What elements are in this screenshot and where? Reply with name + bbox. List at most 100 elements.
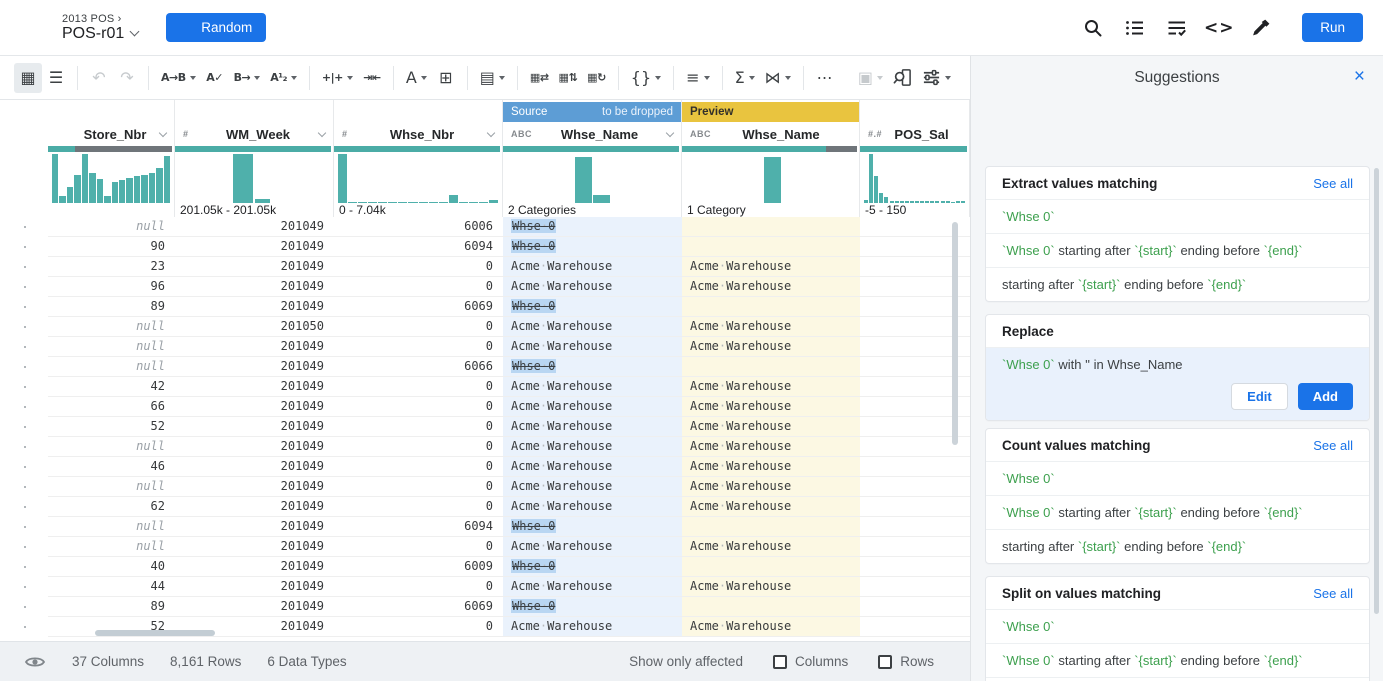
histogram-bar[interactable] bbox=[388, 202, 398, 203]
cell-preview[interactable]: Acme·Warehouse bbox=[682, 337, 860, 357]
histogram-bar[interactable] bbox=[398, 202, 408, 203]
data-quality-bar[interactable] bbox=[48, 146, 172, 152]
histogram-bar[interactable] bbox=[884, 197, 889, 203]
row-marker[interactable] bbox=[0, 317, 48, 337]
suggestion-item[interactable]: `Whse 0` starting after `{start}` ending… bbox=[986, 233, 1369, 267]
list-view-button[interactable]: ☰ bbox=[42, 63, 70, 93]
data-quality-bar[interactable] bbox=[334, 146, 500, 152]
data-quality-bar[interactable] bbox=[503, 146, 679, 152]
histogram-bar[interactable] bbox=[945, 200, 950, 203]
find-column-button[interactable] bbox=[888, 63, 917, 93]
cell-preview[interactable] bbox=[682, 217, 860, 237]
rows-checkbox[interactable] bbox=[878, 654, 893, 669]
histogram-bar[interactable] bbox=[418, 202, 428, 203]
cell-name[interactable]: Acme·Warehouse bbox=[503, 537, 682, 557]
column-histogram[interactable] bbox=[682, 152, 859, 203]
cell-week[interactable]: 201049 bbox=[175, 617, 334, 637]
row-marker[interactable] bbox=[0, 397, 48, 417]
cell-whse[interactable]: 6094 bbox=[334, 237, 503, 257]
row-marker[interactable] bbox=[0, 457, 48, 477]
merge-button[interactable]: ⇥⇤ bbox=[358, 63, 386, 93]
cell-week[interactable]: 201050 bbox=[175, 317, 334, 337]
cell-name[interactable]: Acme·Warehouse bbox=[503, 497, 682, 517]
column-histogram[interactable] bbox=[334, 152, 502, 203]
histogram-bar[interactable] bbox=[66, 186, 74, 203]
cell-name[interactable]: Acme·Warehouse bbox=[503, 397, 682, 417]
view-options-button[interactable] bbox=[917, 63, 956, 93]
rename-button[interactable]: A¹₂ bbox=[265, 63, 302, 93]
histogram-bar[interactable] bbox=[950, 201, 955, 203]
cell-week[interactable]: 201049 bbox=[175, 377, 334, 397]
transpose-button[interactable]: ▦↻ bbox=[582, 63, 611, 93]
cell-pos[interactable] bbox=[860, 417, 970, 437]
cell-whse[interactable]: 0 bbox=[334, 417, 503, 437]
cell-preview[interactable]: Acme·Warehouse bbox=[682, 277, 860, 297]
histogram-bar[interactable] bbox=[879, 193, 884, 203]
cell-whse[interactable]: 6069 bbox=[334, 597, 503, 617]
cell-pos[interactable] bbox=[860, 397, 970, 417]
histogram-bar[interactable] bbox=[133, 176, 141, 203]
cell-store[interactable]: 52 bbox=[48, 617, 175, 637]
cell-preview[interactable]: Acme·Warehouse bbox=[682, 417, 860, 437]
code-view-icon[interactable]: <> bbox=[1203, 17, 1235, 38]
histogram-bar[interactable] bbox=[254, 198, 270, 203]
suggestion-item[interactable]: `Whse 0` starting after `{start}` ending… bbox=[986, 495, 1369, 529]
column-type-icon[interactable]: #.# bbox=[868, 129, 883, 139]
histogram-bar[interactable] bbox=[889, 200, 894, 203]
matched-value[interactable]: Whse·0 bbox=[511, 599, 557, 613]
histogram-bar[interactable] bbox=[904, 201, 909, 203]
suggestion-item[interactable]: starting after `{start}` ending before `… bbox=[986, 677, 1369, 681]
histogram-bar[interactable] bbox=[59, 196, 66, 203]
grid-vertical-scrollbar[interactable] bbox=[952, 222, 958, 445]
cell-whse[interactable]: 6066 bbox=[334, 357, 503, 377]
matched-value[interactable]: Whse·0 bbox=[511, 219, 557, 233]
cell-name[interactable]: Acme·Warehouse bbox=[503, 437, 682, 457]
row-marker[interactable] bbox=[0, 557, 48, 577]
cell-preview[interactable]: Acme·Warehouse bbox=[682, 497, 860, 517]
breadcrumb[interactable]: 2013 POS › bbox=[62, 12, 122, 25]
cell-preview[interactable] bbox=[682, 517, 860, 537]
search-icon[interactable] bbox=[1078, 13, 1108, 43]
row-marker[interactable] bbox=[0, 217, 48, 237]
cell-store[interactable]: 96 bbox=[48, 277, 175, 297]
cell-store[interactable]: 66 bbox=[48, 397, 175, 417]
cell-name[interactable]: Whse·0 bbox=[503, 557, 682, 577]
cell-store[interactable]: 90 bbox=[48, 237, 175, 257]
more-button[interactable]: ⋯ bbox=[811, 63, 839, 93]
cell-week[interactable]: 201049 bbox=[175, 497, 334, 517]
column-type-icon[interactable]: ABC bbox=[511, 129, 532, 139]
cell-whse[interactable]: 0 bbox=[334, 617, 503, 637]
histogram-bar[interactable] bbox=[348, 202, 358, 203]
cell-whse[interactable]: 6094 bbox=[334, 517, 503, 537]
column-type-icon[interactable]: # bbox=[342, 129, 348, 139]
row-marker[interactable] bbox=[0, 257, 48, 277]
histogram-bar[interactable] bbox=[894, 200, 899, 203]
cell-week[interactable]: 201049 bbox=[175, 577, 334, 597]
cell-pos[interactable] bbox=[860, 457, 970, 477]
histogram-bar[interactable] bbox=[764, 157, 782, 203]
cell-preview[interactable]: Acme·Warehouse bbox=[682, 317, 860, 337]
row-marker[interactable] bbox=[0, 617, 48, 637]
row-marker[interactable] bbox=[0, 577, 48, 597]
cell-name[interactable]: Acme·Warehouse bbox=[503, 317, 682, 337]
histogram-bar[interactable] bbox=[899, 200, 904, 203]
join-button[interactable]: ⋈ bbox=[760, 63, 796, 93]
cell-pos[interactable] bbox=[860, 277, 970, 297]
cell-preview[interactable]: Acme·Warehouse bbox=[682, 437, 860, 457]
histogram-bar[interactable] bbox=[864, 200, 869, 203]
histogram-bar[interactable] bbox=[960, 201, 965, 203]
row-marker[interactable] bbox=[0, 437, 48, 457]
cell-week[interactable]: 201049 bbox=[175, 257, 334, 277]
new-column-button[interactable]: ⊞ bbox=[432, 63, 460, 93]
histogram-bar[interactable] bbox=[81, 154, 89, 203]
column-header-store[interactable]: Store_Nbr bbox=[48, 122, 174, 146]
suggestion-item[interactable]: starting after `{start}` ending before `… bbox=[986, 267, 1369, 301]
cell-store[interactable]: null bbox=[48, 517, 175, 537]
cell-preview[interactable] bbox=[682, 237, 860, 257]
matched-value[interactable]: Whse·0 bbox=[511, 519, 557, 533]
cell-week[interactable]: 201049 bbox=[175, 557, 334, 577]
cell-pos[interactable] bbox=[860, 517, 970, 537]
cell-name[interactable]: Acme·Warehouse bbox=[503, 337, 682, 357]
column-menu-icon[interactable] bbox=[158, 128, 168, 137]
close-icon[interactable]: × bbox=[1353, 66, 1365, 87]
